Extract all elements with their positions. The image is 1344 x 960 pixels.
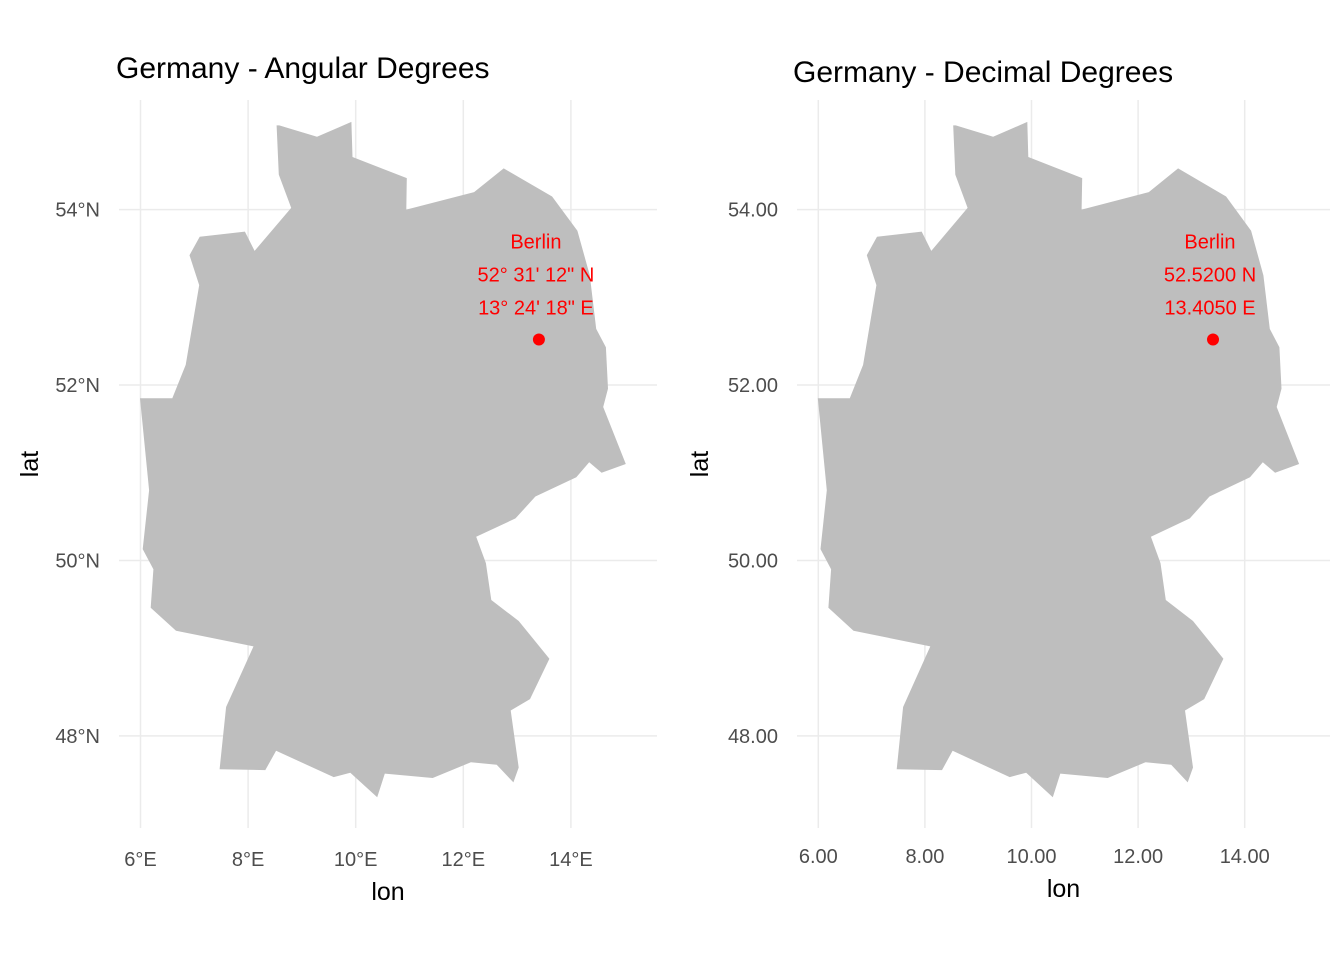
x-tick-label: 12°E <box>442 849 486 871</box>
berlin-lon-label: 13.4050 E <box>1164 297 1255 319</box>
berlin-label: Berlin <box>510 231 561 253</box>
x-tick-label: 6.00 <box>799 846 838 868</box>
x-tick-label: 14°E <box>549 849 593 871</box>
germany-shape <box>140 121 626 798</box>
x-axis-title: lon <box>1047 875 1080 903</box>
x-tick-label: 8°E <box>232 849 264 871</box>
y-tick-label: 52.00 <box>728 375 778 397</box>
panel-decimal-degrees: Berlin 52.5200 N 13.4050 E 6.00 8.00 10.00 12.… <box>686 56 1330 903</box>
x-tick-label: 12.00 <box>1113 846 1163 868</box>
y-tick-label: 50°N <box>55 550 100 572</box>
x-tick-label: 10.00 <box>1006 846 1056 868</box>
berlin-marker <box>532 333 545 346</box>
x-tick-label: 6°E <box>124 849 156 871</box>
y-tick-label: 54°N <box>55 200 100 222</box>
berlin-label: Berlin <box>1184 231 1235 253</box>
y-tick-label: 52°N <box>55 375 100 397</box>
y-tick-label: 50.00 <box>728 550 778 572</box>
x-tick-label: 10°E <box>334 849 378 871</box>
x-axis-title: lon <box>371 878 404 906</box>
berlin-lat-label: 52° 31' 12" N <box>478 264 595 286</box>
x-tick-label: 14.00 <box>1220 846 1270 868</box>
berlin-lon-label: 13° 24' 18" E <box>478 297 594 319</box>
y-tick-label: 48°N <box>55 726 100 748</box>
germany-shape <box>817 121 1300 798</box>
y-axis-title: lat <box>16 451 44 477</box>
y-tick-label: 54.00 <box>728 200 778 222</box>
x-tick-label: 8.00 <box>905 846 944 868</box>
chart-title: Germany - Angular Degrees <box>116 52 490 85</box>
berlin-lat-label: 52.5200 N <box>1164 264 1256 286</box>
y-tick-label: 48.00 <box>728 726 778 748</box>
y-axis-title: lat <box>686 451 714 477</box>
chart-title: Germany - Decimal Degrees <box>793 56 1173 89</box>
berlin-marker <box>1207 333 1220 346</box>
panel-angular-degrees: Berlin 52° 31' 12" N 13° 24' 18" E 6°E 8°E 10… <box>16 52 657 906</box>
